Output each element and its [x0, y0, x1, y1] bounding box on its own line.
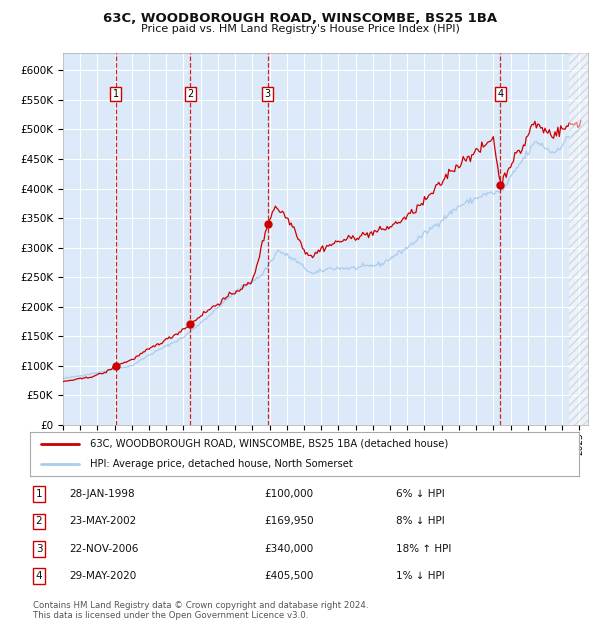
Text: £340,000: £340,000 — [264, 544, 313, 554]
Text: 22-NOV-2006: 22-NOV-2006 — [69, 544, 139, 554]
Text: £405,500: £405,500 — [264, 571, 313, 581]
Text: 18% ↑ HPI: 18% ↑ HPI — [396, 544, 451, 554]
Text: 63C, WOODBOROUGH ROAD, WINSCOMBE, BS25 1BA: 63C, WOODBOROUGH ROAD, WINSCOMBE, BS25 1… — [103, 12, 497, 25]
Text: 1: 1 — [35, 489, 43, 499]
Text: 2: 2 — [187, 89, 193, 99]
Text: 1: 1 — [113, 89, 119, 99]
Text: 23-MAY-2002: 23-MAY-2002 — [69, 516, 136, 526]
Polygon shape — [569, 53, 588, 425]
Text: 1% ↓ HPI: 1% ↓ HPI — [396, 571, 445, 581]
Text: 3: 3 — [265, 89, 271, 99]
Text: Contains HM Land Registry data © Crown copyright and database right 2024.: Contains HM Land Registry data © Crown c… — [33, 601, 368, 611]
Text: Price paid vs. HM Land Registry's House Price Index (HPI): Price paid vs. HM Land Registry's House … — [140, 24, 460, 33]
Text: HPI: Average price, detached house, North Somerset: HPI: Average price, detached house, Nort… — [91, 459, 353, 469]
Text: £100,000: £100,000 — [264, 489, 313, 499]
Text: 8% ↓ HPI: 8% ↓ HPI — [396, 516, 445, 526]
Text: This data is licensed under the Open Government Licence v3.0.: This data is licensed under the Open Gov… — [33, 611, 308, 620]
Text: 4: 4 — [497, 89, 503, 99]
Text: 63C, WOODBOROUGH ROAD, WINSCOMBE, BS25 1BA (detached house): 63C, WOODBOROUGH ROAD, WINSCOMBE, BS25 1… — [91, 438, 449, 449]
Text: 6% ↓ HPI: 6% ↓ HPI — [396, 489, 445, 499]
Text: 29-MAY-2020: 29-MAY-2020 — [69, 571, 136, 581]
Text: 4: 4 — [35, 571, 43, 581]
Text: 2: 2 — [35, 516, 43, 526]
Text: 3: 3 — [35, 544, 43, 554]
Text: 28-JAN-1998: 28-JAN-1998 — [69, 489, 134, 499]
Text: £169,950: £169,950 — [264, 516, 314, 526]
